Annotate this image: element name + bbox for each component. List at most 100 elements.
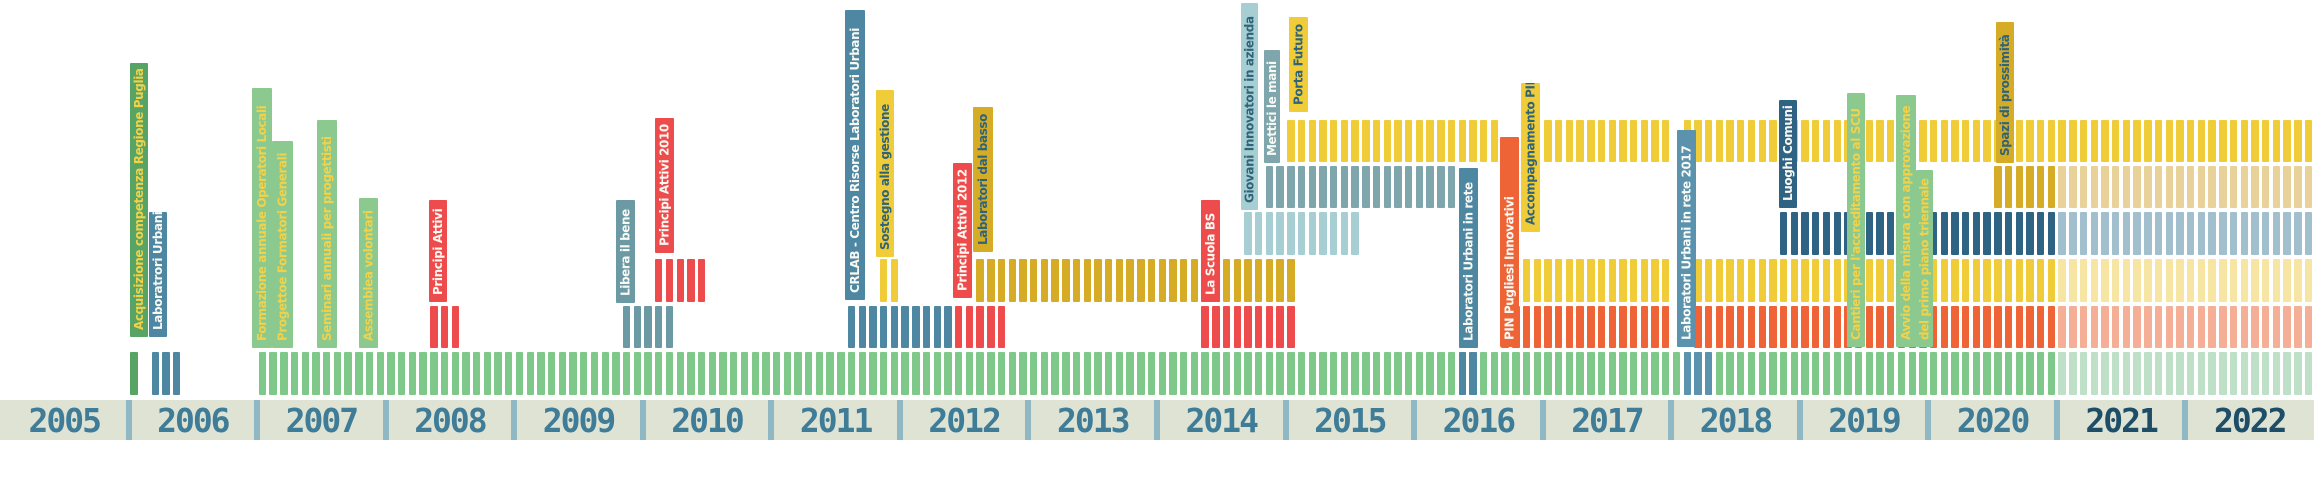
month-tick-lane-F (1576, 120, 1584, 162)
year-label-text: 2022 (2213, 400, 2287, 440)
month-tick-lane-A (1180, 352, 1188, 395)
month-tick-lane-F (1565, 120, 1574, 162)
month-tick-lane-B (2101, 306, 2109, 348)
month-tick-lane-A (397, 352, 406, 395)
month-tick-lane-F (1554, 120, 1563, 162)
month-tick-lane-F (1983, 120, 1991, 162)
year-separator (1154, 400, 1160, 440)
month-tick-lane-A (1683, 352, 1691, 395)
month-tick-lane-A (783, 352, 792, 395)
month-tick-lane-C (2026, 259, 2034, 302)
month-tick-lane-A (2069, 352, 2077, 395)
month-tick-lane-A (1972, 352, 1981, 395)
month-tick-lane-A (1587, 352, 1595, 395)
month-tick-lane-B (1779, 306, 1788, 348)
month-tick-lane-F (1801, 120, 1809, 162)
month-tick-lane-A (805, 352, 813, 395)
month-tick-lane-C (1812, 259, 1820, 302)
month-tick-lane-C (2187, 259, 2195, 302)
month-tick-lane-A (1694, 352, 1702, 395)
month-tick-lane-A (1865, 352, 1874, 395)
month-tick-lane-C (1865, 259, 1874, 302)
year-label-text: 2016 (1442, 400, 1516, 440)
month-tick-lane-F (2015, 120, 2024, 162)
month-tick-lane-C (1255, 259, 1263, 302)
month-tick-lane-B (1951, 306, 1959, 348)
year-label-2010: 2010 (643, 400, 772, 440)
year-label-text: 2007 (285, 400, 359, 440)
month-tick-lane-D (1340, 212, 1349, 255)
month-tick-lane-B (890, 306, 899, 348)
month-tick-lane-A (269, 352, 277, 395)
month-tick-lane-E (2272, 166, 2281, 208)
month-tick-lane-F (1297, 120, 1306, 162)
month-tick-lane-A (997, 352, 1006, 395)
month-tick-lane-E (2219, 166, 2227, 208)
month-tick-lane-F (1758, 120, 1766, 162)
month-tick-lane-C (1951, 259, 1959, 302)
month-tick-lane-F (1308, 120, 1316, 162)
month-tick-lane-C (1994, 259, 2002, 302)
month-tick-lane-B (1276, 306, 1284, 348)
year-label-2013: 2013 (1028, 400, 1157, 440)
month-tick-lane-D (2304, 212, 2313, 255)
month-tick-lane-A (547, 352, 556, 395)
month-tick-lane-D (2176, 212, 2184, 255)
month-tick-lane-C (1629, 259, 1638, 302)
month-tick-lane-B (1587, 306, 1595, 348)
month-tick-lane-C (1940, 259, 1949, 302)
month-tick-lane-E (1319, 166, 1327, 208)
month-tick-lane-A (590, 352, 599, 395)
month-tick-lane-A (730, 352, 738, 395)
month-tick-lane-F (2165, 120, 2173, 162)
month-tick-lane-B (1833, 306, 1841, 348)
month-tick-lane-F (1447, 120, 1456, 162)
month-tick-lane-B (901, 306, 909, 348)
year-separator (254, 400, 261, 440)
month-tick-lane-E (1297, 166, 1306, 208)
month-tick-lane-B (997, 306, 1006, 348)
month-tick-lane-A (1887, 352, 1895, 395)
year-label-text: 2020 (1956, 400, 2030, 440)
month-tick-lane-E (1415, 166, 1424, 208)
month-tick-lane-C (665, 259, 674, 302)
month-tick-lane-C (890, 259, 899, 302)
month-tick-lane-E (2047, 166, 2056, 208)
month-tick-lane-C (1105, 259, 1113, 302)
month-tick-lane-A (2058, 352, 2066, 395)
month-tick-lane-A (2101, 352, 2109, 395)
month-tick-lane-D (2079, 212, 2088, 255)
month-tick-lane-B (1565, 306, 1574, 348)
month-tick-lane-E (1276, 166, 1284, 208)
month-tick-lane-D (1287, 212, 1295, 255)
month-tick-lane-B (665, 306, 674, 348)
month-tick-lane-B (1887, 306, 1895, 348)
month-tick-lane-B (622, 306, 631, 348)
year-label-text: 2006 (157, 400, 230, 440)
month-tick-lane-F (1469, 120, 1477, 162)
month-tick-lane-D (1255, 212, 1263, 255)
month-tick-lane-B (2187, 306, 2195, 348)
month-tick-lane-A (162, 352, 170, 395)
month-tick-lane-D (2047, 212, 2056, 255)
month-tick-lane-D (2240, 212, 2248, 255)
year-separator (382, 400, 389, 440)
month-tick-lane-C (1522, 259, 1531, 302)
month-tick-lane-B (2069, 306, 2077, 348)
month-tick-lane-E (2229, 166, 2238, 208)
month-tick-lane-A (1919, 352, 1927, 395)
month-tick-lane-A (1501, 352, 1509, 395)
month-tick-lane-C (1190, 259, 1199, 302)
month-tick-lane-F (1426, 120, 1434, 162)
month-tick-lane-A (1019, 352, 1027, 395)
month-tick-lane-A (1597, 352, 1606, 395)
month-tick-lane-D (1319, 212, 1327, 255)
month-tick-lane-F (1619, 120, 1627, 162)
month-tick-lane-B (1822, 306, 1831, 348)
month-tick-lane-A (1255, 352, 1263, 395)
month-tick-lane-A (2208, 352, 2216, 395)
month-tick-lane-A (1362, 352, 1370, 395)
month-tick-lane-C (1094, 259, 1102, 302)
month-tick-lane-A (1619, 352, 1627, 395)
event-label-luoghi-comuni: Luoghi Comuni (1779, 100, 1797, 208)
